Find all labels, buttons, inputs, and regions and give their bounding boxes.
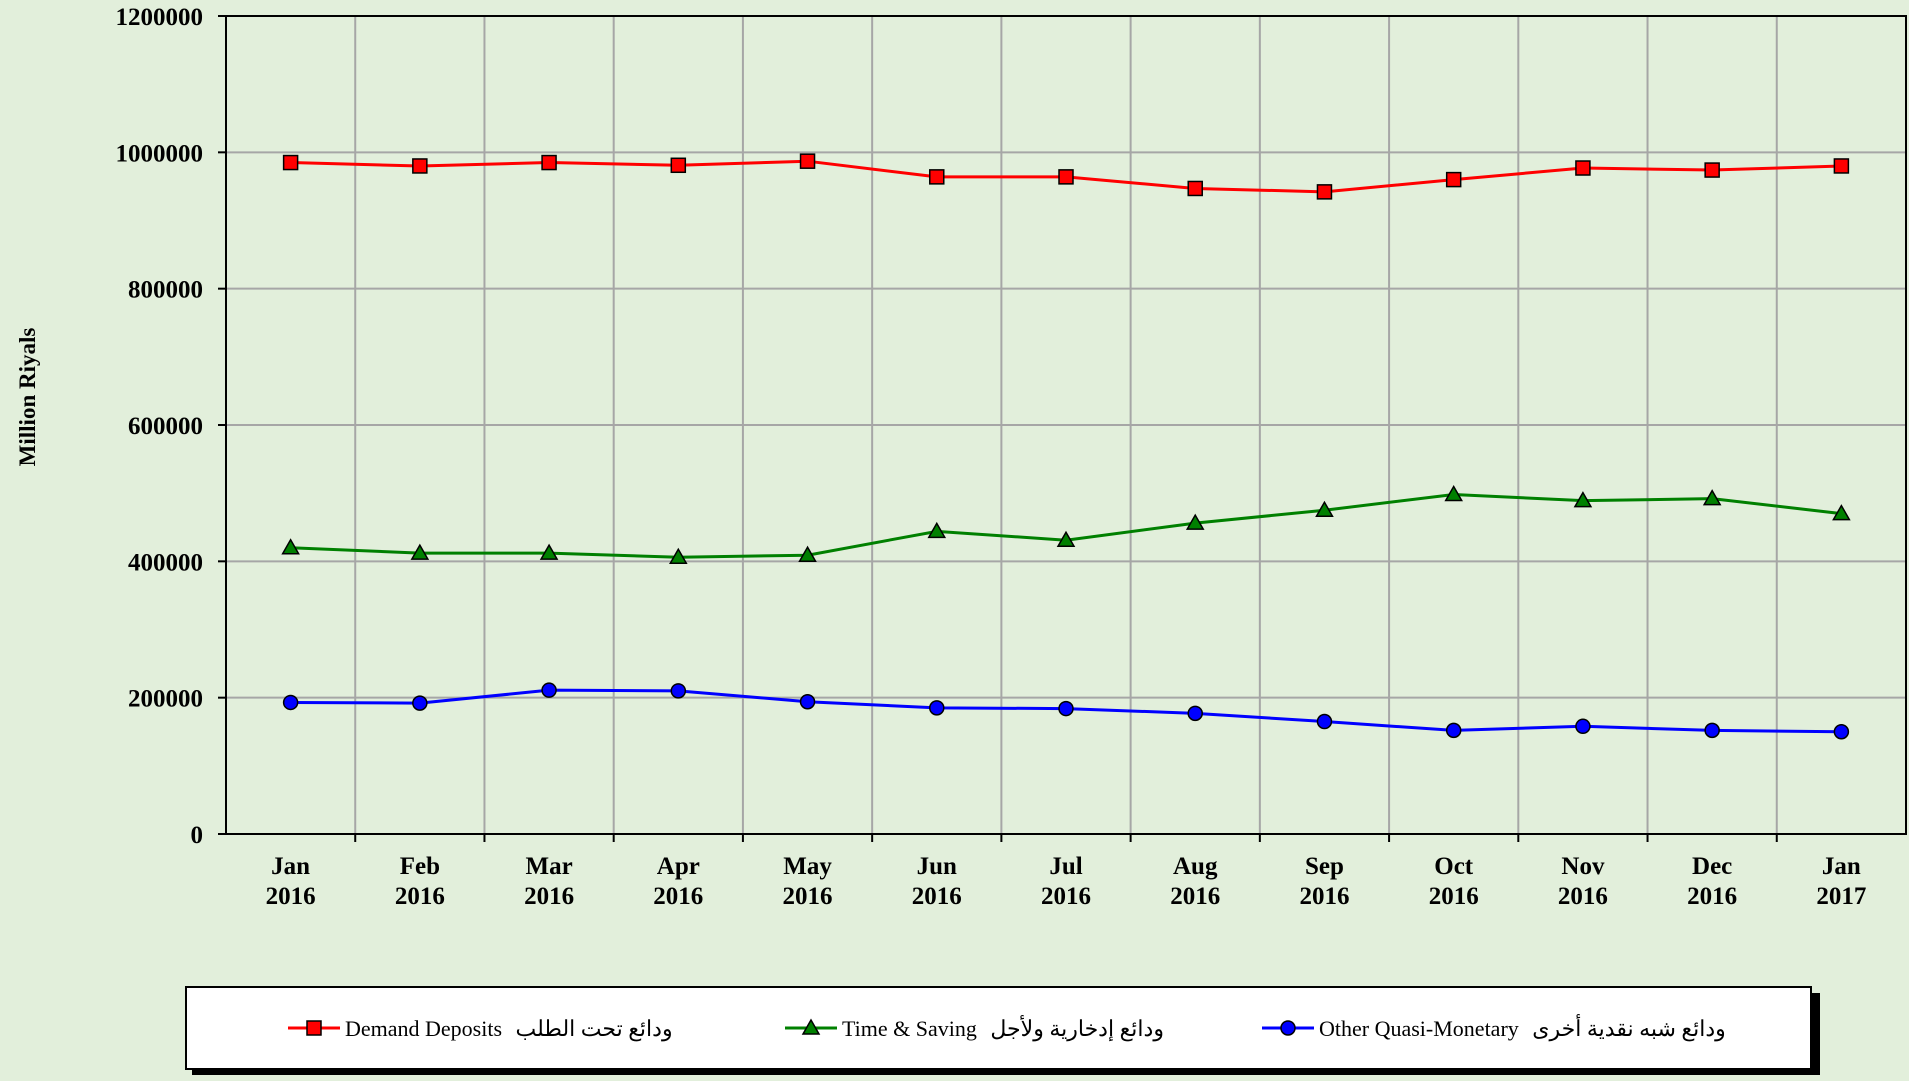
x-tick-label-year: 2017 <box>1816 883 1866 910</box>
data-point <box>1187 180 1203 197</box>
data-point <box>799 694 816 710</box>
data-point <box>1187 705 1203 722</box>
x-tick-label-month: May <box>783 853 832 880</box>
legend-entry: Other Quasi-Monetary ودائع شبه نقدية أخر… <box>1262 1013 1726 1042</box>
x-tick-label-year: 2016 <box>912 883 962 910</box>
x-tick-label-month: Apr <box>657 853 700 880</box>
x-tick-label-year: 2016 <box>1041 883 1091 910</box>
data-point <box>1832 504 1851 521</box>
legend-entry: Demand Deposits ودائع تحت الطلب <box>288 1016 673 1042</box>
series-lines <box>281 153 1851 740</box>
data-point <box>929 169 945 185</box>
data-point <box>1573 491 1593 508</box>
x-tick-label-month: Dec <box>1692 853 1732 880</box>
gridlines <box>218 15 1906 842</box>
x-tick-label-month: Aug <box>1173 853 1218 880</box>
x-tick-label-year: 2016 <box>524 883 574 910</box>
x-tick-label-month: Feb <box>400 853 440 880</box>
x-tick-label-month: Sep <box>1305 853 1344 880</box>
x-tick-label-year: 2016 <box>1687 883 1737 910</box>
data-point <box>1058 700 1074 717</box>
y-axis-label: Million Riyals <box>15 328 40 467</box>
x-tick-label-year: 2016 <box>1429 883 1479 910</box>
series-line <box>290 493 1842 559</box>
y-tick-label: 400000 <box>128 549 203 576</box>
data-point <box>1444 485 1463 502</box>
data-point <box>412 695 428 711</box>
x-tick-label-year: 2016 <box>395 883 445 910</box>
data-point <box>1833 724 1850 740</box>
data-point <box>670 683 687 699</box>
data-point <box>282 694 299 711</box>
x-tick-label-year: 2016 <box>1299 883 1349 910</box>
data-point <box>1704 722 1720 739</box>
series-other-quasi-monetary <box>282 682 1850 740</box>
data-point <box>541 682 557 698</box>
data-point <box>1056 530 1076 547</box>
x-tick-label-year: 2016 <box>783 883 833 910</box>
data-point <box>798 545 817 562</box>
data-point <box>1833 158 1850 174</box>
legend-swatch-marker <box>801 1018 821 1035</box>
data-point <box>1575 160 1591 176</box>
plot-area-frame <box>225 15 1907 835</box>
data-point <box>670 157 687 174</box>
x-tick-label-month: Jan <box>1822 853 1861 880</box>
x-tick-label-month: Jul <box>1049 853 1082 880</box>
data-point <box>1702 489 1722 506</box>
data-point <box>282 154 299 171</box>
legend-label: Time & Saving ودائع إدخارية ولأجل <box>842 1014 1164 1042</box>
x-tick-label-month: Nov <box>1561 853 1605 880</box>
legend-box <box>185 986 1812 1070</box>
data-point <box>410 543 430 560</box>
data-point <box>539 543 559 560</box>
data-point <box>281 538 300 555</box>
data-point <box>1315 500 1334 517</box>
x-tick-label-month: Jun <box>917 853 957 880</box>
data-point <box>1316 184 1333 200</box>
y-tick-label: 200000 <box>128 686 203 713</box>
y-tick-label: 0 <box>191 822 204 849</box>
y-tick-label: 800000 <box>128 277 203 304</box>
legend-swatch-marker <box>306 1020 322 1036</box>
data-point <box>412 158 428 174</box>
data-point <box>929 700 945 716</box>
legend: Demand Deposits ودائع تحت الطلب Time & Sa… <box>185 986 1820 1075</box>
x-tick-label-month: Jan <box>271 853 310 880</box>
y-tick-label: 1000000 <box>116 140 204 167</box>
x-tick-label-year: 2016 <box>1558 883 1608 910</box>
legend-swatch-marker <box>1280 1020 1296 1036</box>
data-point <box>1445 171 1462 188</box>
x-tick-label-year: 2016 <box>653 883 703 910</box>
data-point <box>669 547 688 564</box>
x-tick-label-month: Mar <box>525 853 572 880</box>
y-tick-label: 600000 <box>128 413 203 440</box>
series-demand-deposits <box>282 153 1850 200</box>
x-tick-label-year: 2016 <box>1170 883 1220 910</box>
y-tick-label: 1200000 <box>116 4 204 31</box>
legend-label: Other Quasi-Monetary ودائع شبه نقدية أخر… <box>1319 1013 1726 1042</box>
y-axis-tick-labels: 0 200000 400000 600000 800000 1000000 1200000 <box>116 4 204 849</box>
data-point <box>799 153 816 169</box>
data-point <box>541 154 557 171</box>
x-axis-tick-labels: Jan 2016 Feb 2016 Mar 2016 Apr 2016 May 2016 Jun 20… <box>266 853 1867 910</box>
x-tick-label-year: 2016 <box>266 883 316 910</box>
legend-entry: Time & Saving ودائع إدخارية ولأجل <box>785 1014 1164 1042</box>
data-point <box>1575 718 1591 735</box>
series-time-saving <box>281 485 1851 564</box>
data-point <box>1058 169 1074 185</box>
x-tick-label-month: Oct <box>1434 853 1474 880</box>
data-point <box>1445 722 1462 739</box>
data-point <box>1316 713 1333 730</box>
legend-label: Demand Deposits ودائع تحت الطلب <box>345 1016 673 1042</box>
data-point <box>1704 162 1720 178</box>
data-point <box>927 521 947 539</box>
data-point <box>1185 513 1205 530</box>
